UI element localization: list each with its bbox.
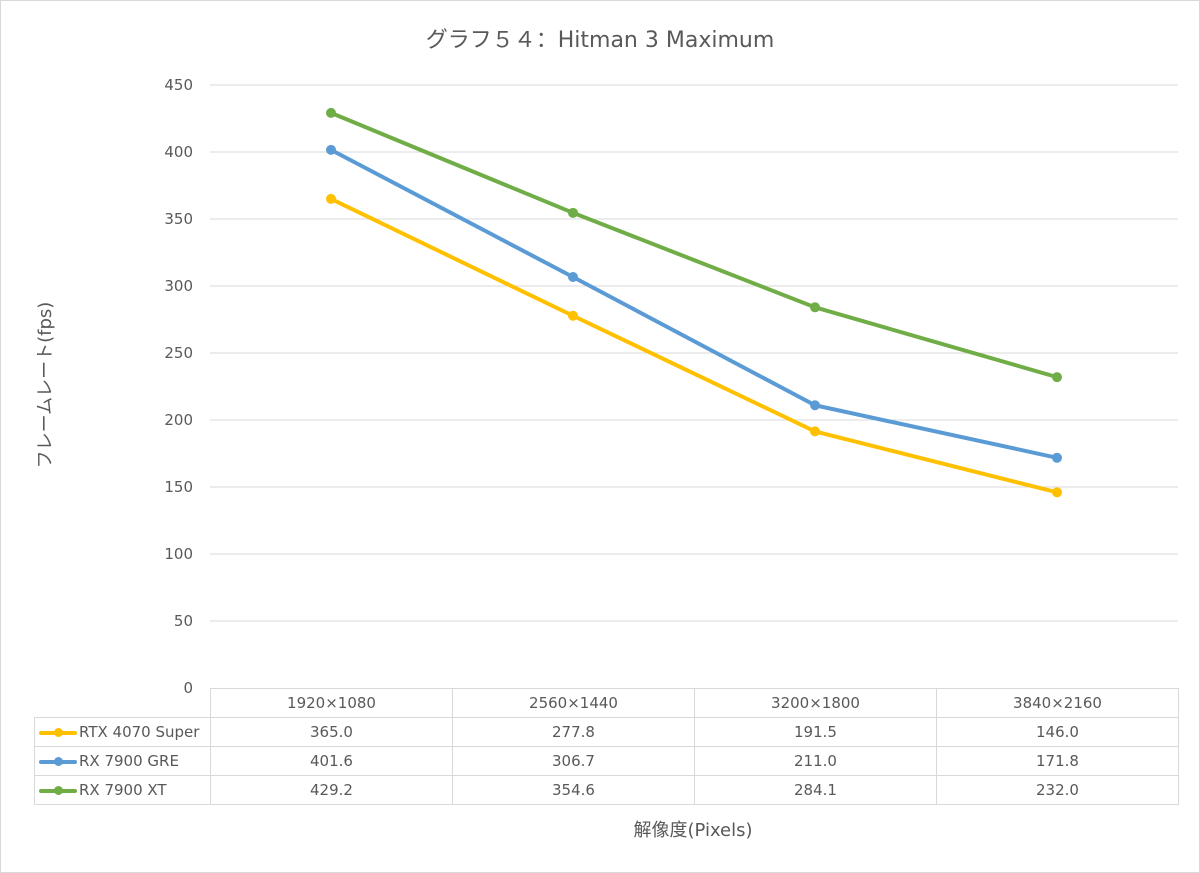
data-point (810, 426, 820, 437)
value-cell: 365.0 (210, 717, 453, 747)
y-tick-label: 350 (164, 210, 193, 228)
y-tick-label: 50 (174, 612, 193, 630)
table-row: RTX 4070 Super 365.0 277.8 191.5 146.0 (34, 717, 1179, 747)
data-point (1052, 452, 1062, 463)
value-cell: 171.8 (936, 746, 1179, 776)
data-point (810, 400, 820, 411)
data-point (810, 302, 820, 313)
value-cell: 211.0 (694, 746, 937, 776)
data-point (568, 207, 578, 218)
value-cell: 232.0 (936, 775, 1179, 805)
series-key-line (39, 756, 77, 766)
data-point (568, 310, 578, 321)
y-tick-label: 250 (164, 344, 193, 362)
series-line (329, 147, 1059, 460)
data-point (326, 107, 336, 118)
value-cell: 191.5 (694, 717, 937, 747)
table-row: RX 7900 GRE 401.6 306.7 211.0 171.8 (34, 746, 1179, 776)
table-corner (34, 688, 211, 718)
category-cell: 3200×1800 (694, 688, 937, 718)
value-cell: 284.1 (694, 775, 937, 805)
y-tick-label: 400 (164, 143, 193, 161)
data-point (326, 193, 336, 204)
value-cell: 401.6 (210, 746, 453, 776)
series-name: RX 7900 XT (79, 781, 167, 799)
category-cell: 1920×1080 (210, 688, 453, 718)
series-line (329, 196, 1059, 495)
value-cell: 277.8 (452, 717, 695, 747)
legend-entry-rx-7900-gre: RX 7900 GRE (34, 746, 211, 776)
value-cell: 429.2 (210, 775, 453, 805)
y-tick-label: 300 (164, 277, 193, 295)
y-tick-label: 200 (164, 411, 193, 429)
category-cell: 2560×1440 (452, 688, 695, 718)
data-point (326, 144, 336, 155)
data-point (568, 272, 578, 283)
value-cell: 306.7 (452, 746, 695, 776)
legend-entry-rx-7900-xt: RX 7900 XT (34, 775, 211, 805)
category-cell: 3840×2160 (936, 688, 1179, 718)
legend-entry-rtx-4070-super: RTX 4070 Super (34, 717, 211, 747)
value-cell: 354.6 (452, 775, 695, 805)
y-tick-label: 450 (164, 76, 193, 94)
series-name: RX 7900 GRE (79, 752, 179, 770)
data-table: 1920×1080 2560×1440 3200×1800 3840×2160 … (34, 688, 1179, 805)
series-key-line (39, 727, 77, 737)
series-key-line (39, 785, 77, 795)
value-cell: 146.0 (936, 717, 1179, 747)
x-axis-label: 解像度(Pixels) (633, 820, 753, 841)
table-row: RX 7900 XT 429.2 354.6 284.1 232.0 (34, 775, 1179, 805)
y-tick-label: 100 (164, 545, 193, 563)
series-name: RTX 4070 Super (79, 723, 200, 741)
data-point (1052, 487, 1062, 498)
chart-title: グラフ５４：Hitman 3 Maximum (425, 28, 775, 53)
data-point (1052, 372, 1062, 383)
y-tick-label: 150 (164, 478, 193, 496)
table-header-row: 1920×1080 2560×1440 3200×1800 3840×2160 (34, 688, 1179, 718)
y-tick-label: 0 (183, 679, 193, 697)
series-line (329, 110, 1059, 380)
